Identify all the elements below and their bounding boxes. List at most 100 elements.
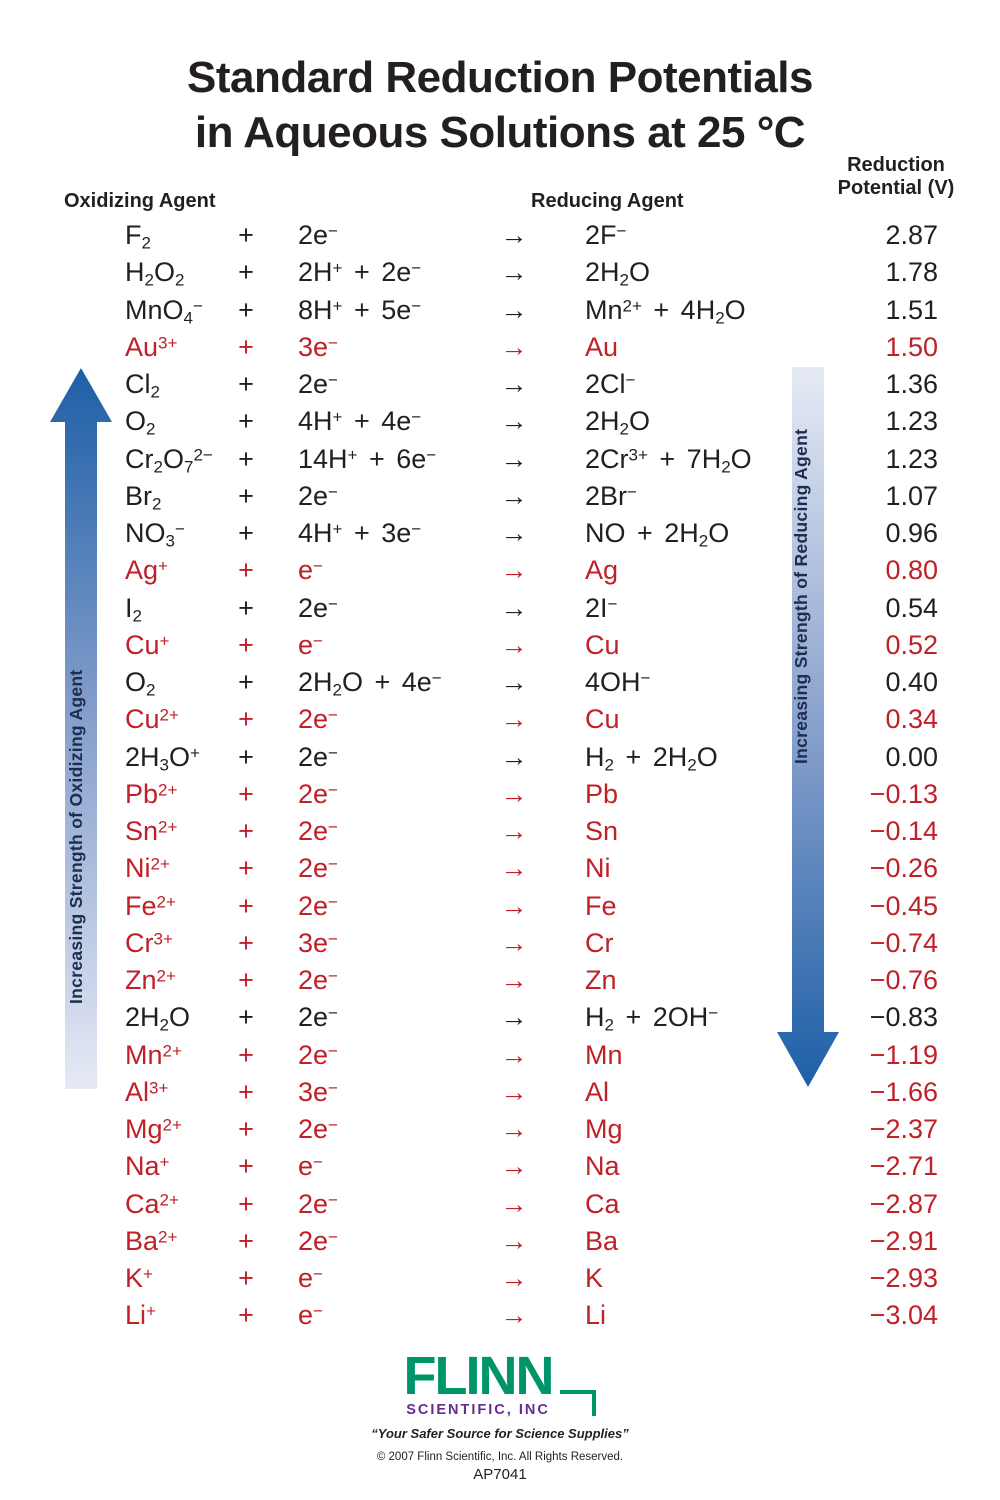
item-number: AP7041 (473, 1466, 527, 1483)
oxidizing-agent-formula: Mn2+ (125, 1039, 182, 1070)
oxidizing-agent-formula: Ca2+ (125, 1188, 179, 1219)
yields-arrow-icon: → (500, 1263, 528, 1293)
reducing-agent-formula: 2H2O (585, 406, 650, 439)
plus-sign: + (238, 778, 254, 809)
table-row: Ba2+ +2e− → Ba −2.91 (0, 1223, 1000, 1260)
electron-terms: 2e− (298, 220, 338, 250)
logo-tagline: “Your Safer Source for Science Supplies” (371, 1426, 629, 1441)
electron-terms: 2e− (298, 1188, 338, 1219)
yields-arrow-icon: → (500, 1002, 528, 1033)
reducing-agent-formula: Mg (585, 1114, 623, 1144)
electron-terms: 2e− (298, 816, 338, 846)
reducing-agent-formula: Li (585, 1300, 607, 1331)
yields-arrow-icon: → (500, 592, 528, 623)
plus-sign: + (238, 220, 254, 250)
reducing-agent-formula: Fe (585, 890, 617, 921)
yields-arrow-icon: → (500, 406, 528, 437)
reducing-agent-formula: Mn2+ + 4H2O (585, 294, 746, 327)
electron-terms: 2e− (298, 704, 338, 735)
oxidizing-agent-formula: Al3+ (125, 1076, 169, 1107)
reducing-agent-formula: Ba (585, 1225, 619, 1256)
plus-sign: + (238, 741, 254, 772)
plus-sign: + (238, 369, 254, 399)
yields-arrow-icon: → (500, 518, 528, 548)
table-row: Pb2+ +2e− → Pb −0.13 (0, 776, 1000, 813)
electron-terms: 2e− (298, 778, 338, 809)
table-row: Ni2+ +2e− → Ni −0.26 (0, 850, 1000, 887)
yields-arrow-icon: → (500, 1039, 528, 1070)
table-row: O2 +4H+ + 4e− → 2H2O 1.23 (0, 403, 1000, 440)
plus-sign: + (238, 927, 254, 958)
yields-arrow-icon: → (500, 331, 528, 362)
plus-sign: + (238, 816, 254, 846)
potential-value: 1.78 (885, 257, 938, 288)
plus-sign: + (238, 1002, 254, 1033)
oxidizing-agent-formula: F2 (125, 220, 151, 253)
potential-value: −3.04 (869, 1300, 938, 1331)
yields-arrow-icon: → (500, 853, 528, 884)
potential-value: −2.91 (869, 1225, 938, 1256)
oxidizing-agent-formula: Cr2O72− (125, 443, 213, 476)
table-row: F2 +2e− → 2F− 2.87 (0, 217, 1000, 254)
plus-sign: + (238, 1114, 254, 1144)
potential-value: 0.96 (885, 518, 938, 548)
logo-flinn-text: FLINN (403, 1346, 555, 1406)
oxidizing-agent-formula: Pb2+ (125, 778, 178, 809)
page-title-line1: Standard Reduction Potentials (186, 53, 814, 102)
yields-arrow-icon: → (500, 816, 528, 846)
electron-terms: e− (298, 1151, 323, 1182)
plus-sign: + (238, 406, 254, 437)
table-row: O2 +2H2O + 4e− → 4OH− 0.40 (0, 664, 1000, 701)
reducing-strength-arrow-label: Increasing Strength of Reducing Agent (791, 428, 811, 765)
potential-value: −2.93 (869, 1263, 938, 1293)
potential-value: 1.07 (885, 480, 938, 511)
table-row: Au3+ +3e− → Au 1.50 (0, 329, 1000, 366)
table-row: NO3− +4H+ + 3e− → NO + 2H2O 0.96 (0, 515, 1000, 552)
reducing-agent-formula: Zn (585, 965, 617, 995)
electron-terms: 2e− (298, 480, 338, 511)
potential-value: 0.52 (885, 629, 938, 660)
electron-terms: 2e− (298, 1225, 338, 1256)
table-row: Cl2 +2e− → 2Cl− 1.36 (0, 366, 1000, 403)
potential-value: 1.23 (885, 443, 938, 474)
electron-terms: 2H2O + 4e− (298, 667, 442, 700)
reducing-agent-formula: 2Cr3+ + 7H2O (585, 443, 752, 476)
potential-value: −1.66 (869, 1076, 938, 1107)
oxidizing-agent-formula: H2O2 (125, 257, 185, 290)
column-header-reducing-agent: Reducing Agent (531, 190, 684, 212)
potential-value: −0.76 (869, 965, 938, 995)
yields-arrow-icon: → (500, 778, 528, 809)
electron-terms: 3e− (298, 927, 338, 958)
plus-sign: + (238, 331, 254, 362)
reducing-agent-formula: Mn (585, 1039, 623, 1070)
table-row: 2H2O +2e− → H2 + 2OH− −0.83 (0, 999, 1000, 1036)
plus-sign: + (238, 555, 254, 586)
potential-value: −0.13 (869, 778, 938, 809)
electron-terms: 2e− (298, 965, 338, 995)
potential-value: −0.45 (869, 890, 938, 921)
oxidizing-agent-formula: NO3− (125, 518, 185, 551)
potential-value: −0.74 (869, 927, 938, 958)
potential-value: 0.80 (885, 555, 938, 586)
potential-value: 0.54 (885, 592, 938, 623)
oxidizing-agent-formula: Fe2+ (125, 890, 176, 921)
table-row: K+ + e− → K −2.93 (0, 1260, 1000, 1297)
reducing-agent-formula: Al (585, 1076, 610, 1107)
reducing-agent-formula: K (585, 1263, 604, 1293)
reducing-agent-formula: 2H2O (585, 257, 650, 290)
plus-sign: + (238, 518, 254, 548)
table-row: Sn2+ +2e− → Sn −0.14 (0, 813, 1000, 850)
plus-sign: + (238, 480, 254, 511)
oxidizing-agent-formula: Ag+ (125, 555, 168, 586)
potential-value: 1.50 (885, 331, 938, 362)
yields-arrow-icon: → (500, 369, 528, 399)
reducing-agent-formula: 2Cl− (585, 369, 636, 399)
potential-value: 0.00 (885, 741, 938, 772)
yields-arrow-icon: → (500, 629, 528, 660)
table-row: Cu2+ +2e− → Cu 0.34 (0, 701, 1000, 738)
plus-sign: + (238, 667, 254, 697)
electron-terms: 2e− (298, 592, 338, 623)
table-row: Na+ + e− → Na −2.71 (0, 1148, 1000, 1185)
potential-value: −0.26 (869, 853, 938, 884)
plus-sign: + (238, 592, 254, 623)
